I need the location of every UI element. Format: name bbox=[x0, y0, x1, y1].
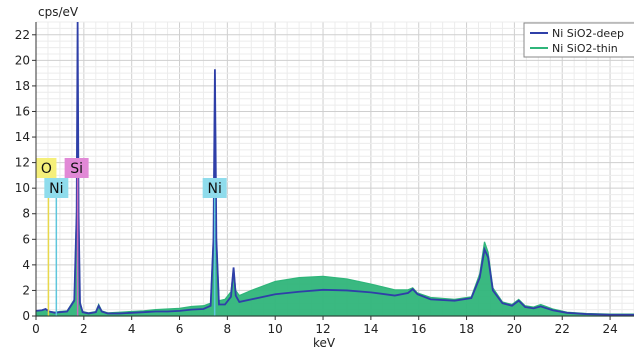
y-tick-label: 8 bbox=[22, 207, 30, 221]
legend-box bbox=[523, 22, 634, 58]
x-tick-label: 18 bbox=[459, 322, 474, 336]
y-tick-label: 10 bbox=[15, 181, 30, 195]
element-marker-label: Si bbox=[70, 161, 83, 177]
legend-label-thin: Ni SiO2-thin bbox=[552, 42, 618, 55]
y-tick-label: 0 bbox=[22, 309, 30, 323]
y-ticks: 0 2 4 6 8 10 12 14 16 18 20 22 bbox=[15, 28, 36, 323]
element-marker-box bbox=[44, 178, 69, 198]
y-tick-label: 20 bbox=[15, 53, 30, 67]
legend-label-deep: Ni SiO2-deep bbox=[552, 27, 624, 40]
element-marker-box bbox=[202, 178, 227, 198]
x-tick-label: 8 bbox=[224, 322, 232, 336]
x-tick-label: 14 bbox=[363, 322, 378, 336]
element-markers: O Si Ni Ni bbox=[36, 158, 227, 316]
y-tick-label: 14 bbox=[15, 130, 30, 144]
x-axis-label: keV bbox=[313, 336, 336, 350]
y-tick-label: 16 bbox=[15, 104, 30, 118]
series-layer bbox=[35, 21, 634, 317]
element-marker-label: Ni bbox=[207, 181, 221, 197]
x-tick-label: 2 bbox=[80, 322, 88, 336]
element-marker-label: Ni bbox=[49, 181, 63, 197]
y-tick-label: 12 bbox=[15, 156, 30, 170]
x-tick-label: 22 bbox=[555, 322, 570, 336]
y-tick-label: 22 bbox=[15, 28, 30, 42]
x-tick-label: 0 bbox=[32, 322, 40, 336]
legend: Ni SiO2-deep Ni SiO2-thin bbox=[523, 22, 634, 58]
x-tick-label: 12 bbox=[315, 322, 330, 336]
y-tick-label: 4 bbox=[22, 258, 30, 272]
x-tick-label: 10 bbox=[268, 322, 283, 336]
element-marker-box bbox=[36, 158, 57, 178]
element-marker-box bbox=[64, 158, 89, 178]
y-tick-label: 6 bbox=[22, 232, 30, 246]
x-tick-label: 16 bbox=[411, 322, 426, 336]
x-tick-label: 24 bbox=[602, 322, 617, 336]
x-tick-label: 20 bbox=[507, 322, 522, 336]
y-tick-label: 18 bbox=[15, 79, 30, 93]
element-marker-label: O bbox=[41, 161, 52, 177]
x-tick-label: 4 bbox=[128, 322, 136, 336]
y-tick-label: 2 bbox=[22, 283, 30, 297]
x-ticks: 0 2 4 6 8 10 12 14 16 18 20 22 24 bbox=[32, 316, 618, 336]
axes bbox=[35, 22, 634, 317]
series-deep-line bbox=[35, 21, 634, 316]
y-axis-label: cps/eV bbox=[38, 5, 79, 19]
x-tick-label: 6 bbox=[176, 322, 184, 336]
